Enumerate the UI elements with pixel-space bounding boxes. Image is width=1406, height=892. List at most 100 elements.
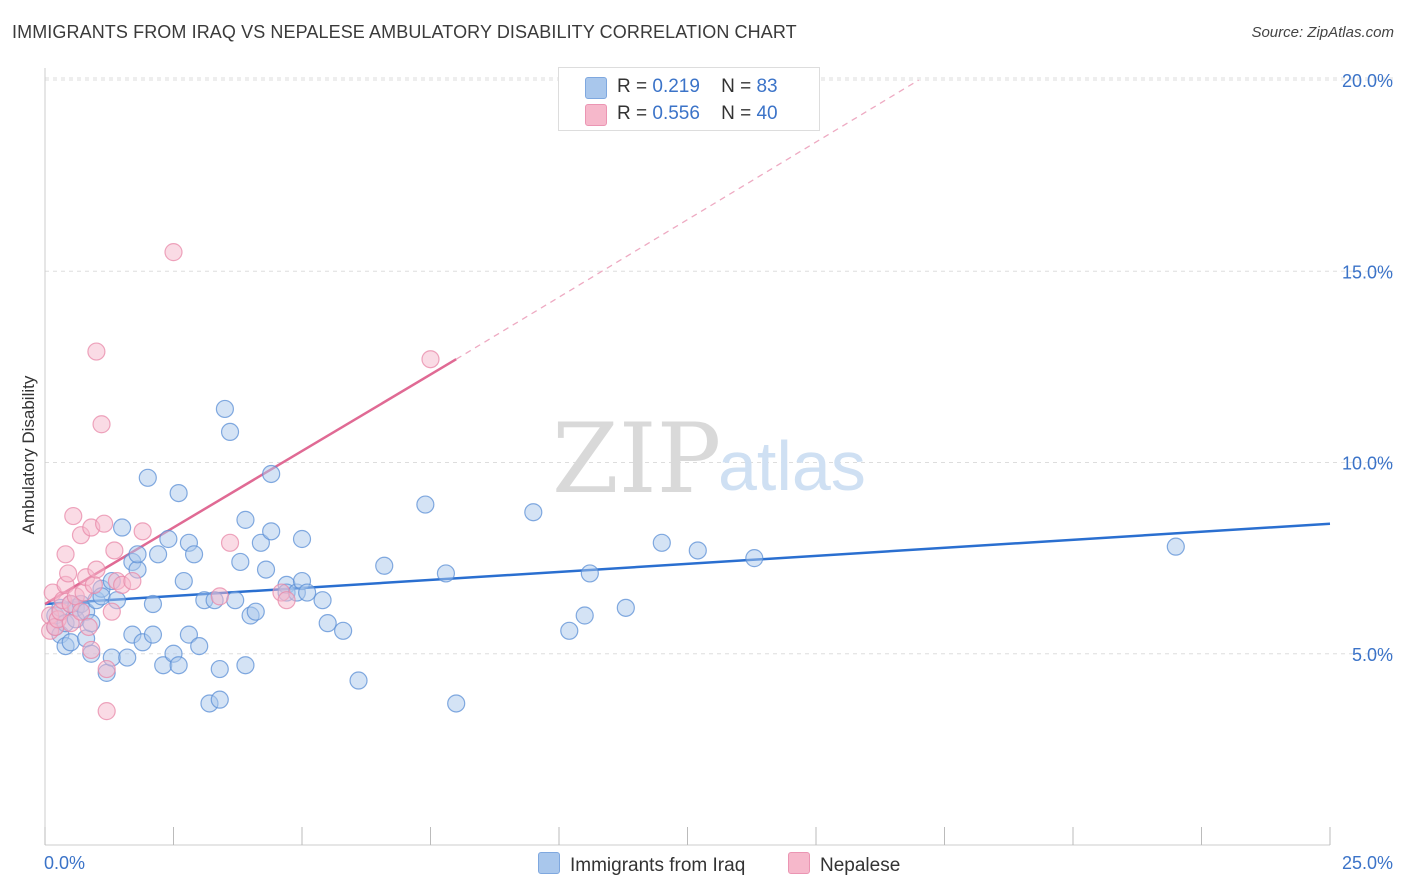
iraq-point bbox=[1166, 537, 1185, 556]
nepalese-point bbox=[97, 702, 116, 721]
iraq-point bbox=[143, 594, 163, 614]
x-tick-label: 25.0% bbox=[1342, 853, 1393, 873]
nepalese-trend-line bbox=[44, 358, 457, 606]
nepalese-point bbox=[220, 533, 240, 552]
n-label: N = bbox=[721, 76, 752, 97]
iraq-point bbox=[580, 564, 599, 583]
nepalese-point bbox=[123, 571, 142, 591]
iraq-point bbox=[236, 656, 255, 675]
iraq-point bbox=[334, 621, 353, 640]
nepalese-point bbox=[133, 522, 152, 541]
iraq-point bbox=[174, 571, 193, 591]
iraq-point bbox=[292, 529, 312, 549]
iraq-point bbox=[169, 484, 188, 503]
iraq-point bbox=[560, 621, 579, 640]
iraq-point bbox=[616, 598, 635, 617]
nepalese-point bbox=[84, 575, 103, 595]
iraq-point bbox=[745, 549, 764, 568]
iraq-point bbox=[190, 636, 209, 656]
legend-swatch-nepalese bbox=[788, 852, 810, 874]
iraq-point bbox=[652, 533, 671, 552]
iraq-point bbox=[128, 545, 147, 564]
nepalese-point bbox=[87, 342, 106, 361]
iraq-point bbox=[215, 399, 234, 419]
nepalese-point bbox=[97, 659, 116, 679]
legend-item-iraq: Immigrants from Iraq bbox=[538, 852, 745, 877]
nepalese-trend-extension bbox=[455, 79, 920, 360]
y-tick-label: 10.0% bbox=[1342, 454, 1393, 474]
iraq-point bbox=[138, 468, 157, 487]
iraq-point bbox=[256, 560, 276, 579]
iraq-point bbox=[179, 625, 199, 644]
nepalese-point bbox=[56, 545, 75, 564]
y-tick-label: 5.0% bbox=[1352, 645, 1393, 665]
iraq-point bbox=[262, 522, 281, 541]
nepalese-point bbox=[164, 243, 183, 262]
legend-text-nepalese: R = 0.556 N = 40 bbox=[617, 103, 778, 125]
iraq-point bbox=[318, 614, 337, 633]
iraq-point bbox=[143, 625, 163, 644]
nepalese-point bbox=[71, 602, 91, 621]
iraq-point bbox=[231, 552, 250, 572]
watermark-zip: ZIP bbox=[552, 403, 721, 515]
nepalese-point bbox=[79, 617, 98, 637]
iraq-point bbox=[262, 464, 281, 484]
iraq-point bbox=[184, 545, 204, 564]
nepalese-point bbox=[59, 564, 78, 583]
x-tick-label: 0.0% bbox=[44, 853, 85, 873]
r-value: 0.219 bbox=[652, 76, 700, 97]
iraq-point bbox=[375, 556, 394, 575]
iraq-point bbox=[251, 533, 270, 552]
nepalese-point bbox=[421, 350, 440, 369]
nepalese-point bbox=[92, 415, 111, 434]
iraq-trend-line bbox=[44, 522, 1331, 606]
chart-title: IMMIGRANTS FROM IRAQ VS NEPALESE AMBULAT… bbox=[12, 22, 797, 42]
iraq-point bbox=[416, 495, 435, 514]
iraq-point bbox=[436, 564, 456, 583]
iraq-point bbox=[313, 591, 332, 610]
iraq-point bbox=[236, 510, 255, 529]
iraq-point bbox=[447, 694, 466, 713]
y-axis-label: Ambulatory Disability bbox=[19, 375, 38, 534]
legend-text-iraq: R = 0.219 N = 83 bbox=[617, 76, 778, 98]
iraq-point bbox=[112, 518, 132, 537]
y-tick-label: 15.0% bbox=[1342, 262, 1393, 282]
iraq-point bbox=[298, 583, 317, 602]
nepalese-point bbox=[102, 602, 121, 621]
iraq-point bbox=[148, 545, 168, 564]
legend-item-nepalese: Nepalese bbox=[788, 852, 900, 877]
iraq-point bbox=[524, 503, 543, 522]
nepalese-point bbox=[210, 587, 229, 606]
watermark: ZIP atlas bbox=[552, 403, 866, 515]
correlation-legend: R = 0.219 N = 83 R = 0.556 N = 40 bbox=[558, 67, 820, 131]
nepalese-point bbox=[95, 514, 114, 533]
trend-lines bbox=[44, 79, 1331, 606]
r-label: R = bbox=[617, 103, 648, 124]
nepalese-point bbox=[82, 640, 101, 660]
iraq-point bbox=[688, 541, 707, 560]
iraq-point bbox=[349, 671, 368, 690]
iraq-point bbox=[220, 422, 240, 441]
iraq-point bbox=[169, 656, 188, 675]
iraq-point bbox=[226, 591, 245, 610]
iraq-point bbox=[210, 659, 229, 679]
legend-swatch-iraq bbox=[585, 77, 607, 99]
n-value: 40 bbox=[756, 103, 778, 124]
iraq-point bbox=[575, 606, 594, 625]
legend-swatch-iraq bbox=[538, 852, 560, 874]
r-label: R = bbox=[617, 76, 648, 97]
nepalese-point bbox=[105, 541, 124, 560]
nepalese-point bbox=[87, 560, 106, 579]
axes: 5.0% 10.0% 15.0% 20.0% 0.0% 25.0% bbox=[44, 68, 1393, 873]
y-tick-label: 20.0% bbox=[1342, 71, 1393, 91]
legend-swatch-nepalese bbox=[585, 104, 607, 126]
n-value: 83 bbox=[756, 76, 778, 97]
data-points bbox=[41, 243, 1185, 721]
legend-label-iraq: Immigrants from Iraq bbox=[570, 855, 746, 876]
iraq-point bbox=[159, 529, 178, 549]
iraq-point bbox=[246, 602, 265, 621]
iraq-point bbox=[118, 648, 137, 667]
watermark-atlas: atlas bbox=[718, 427, 866, 505]
nepalese-point bbox=[61, 614, 80, 633]
